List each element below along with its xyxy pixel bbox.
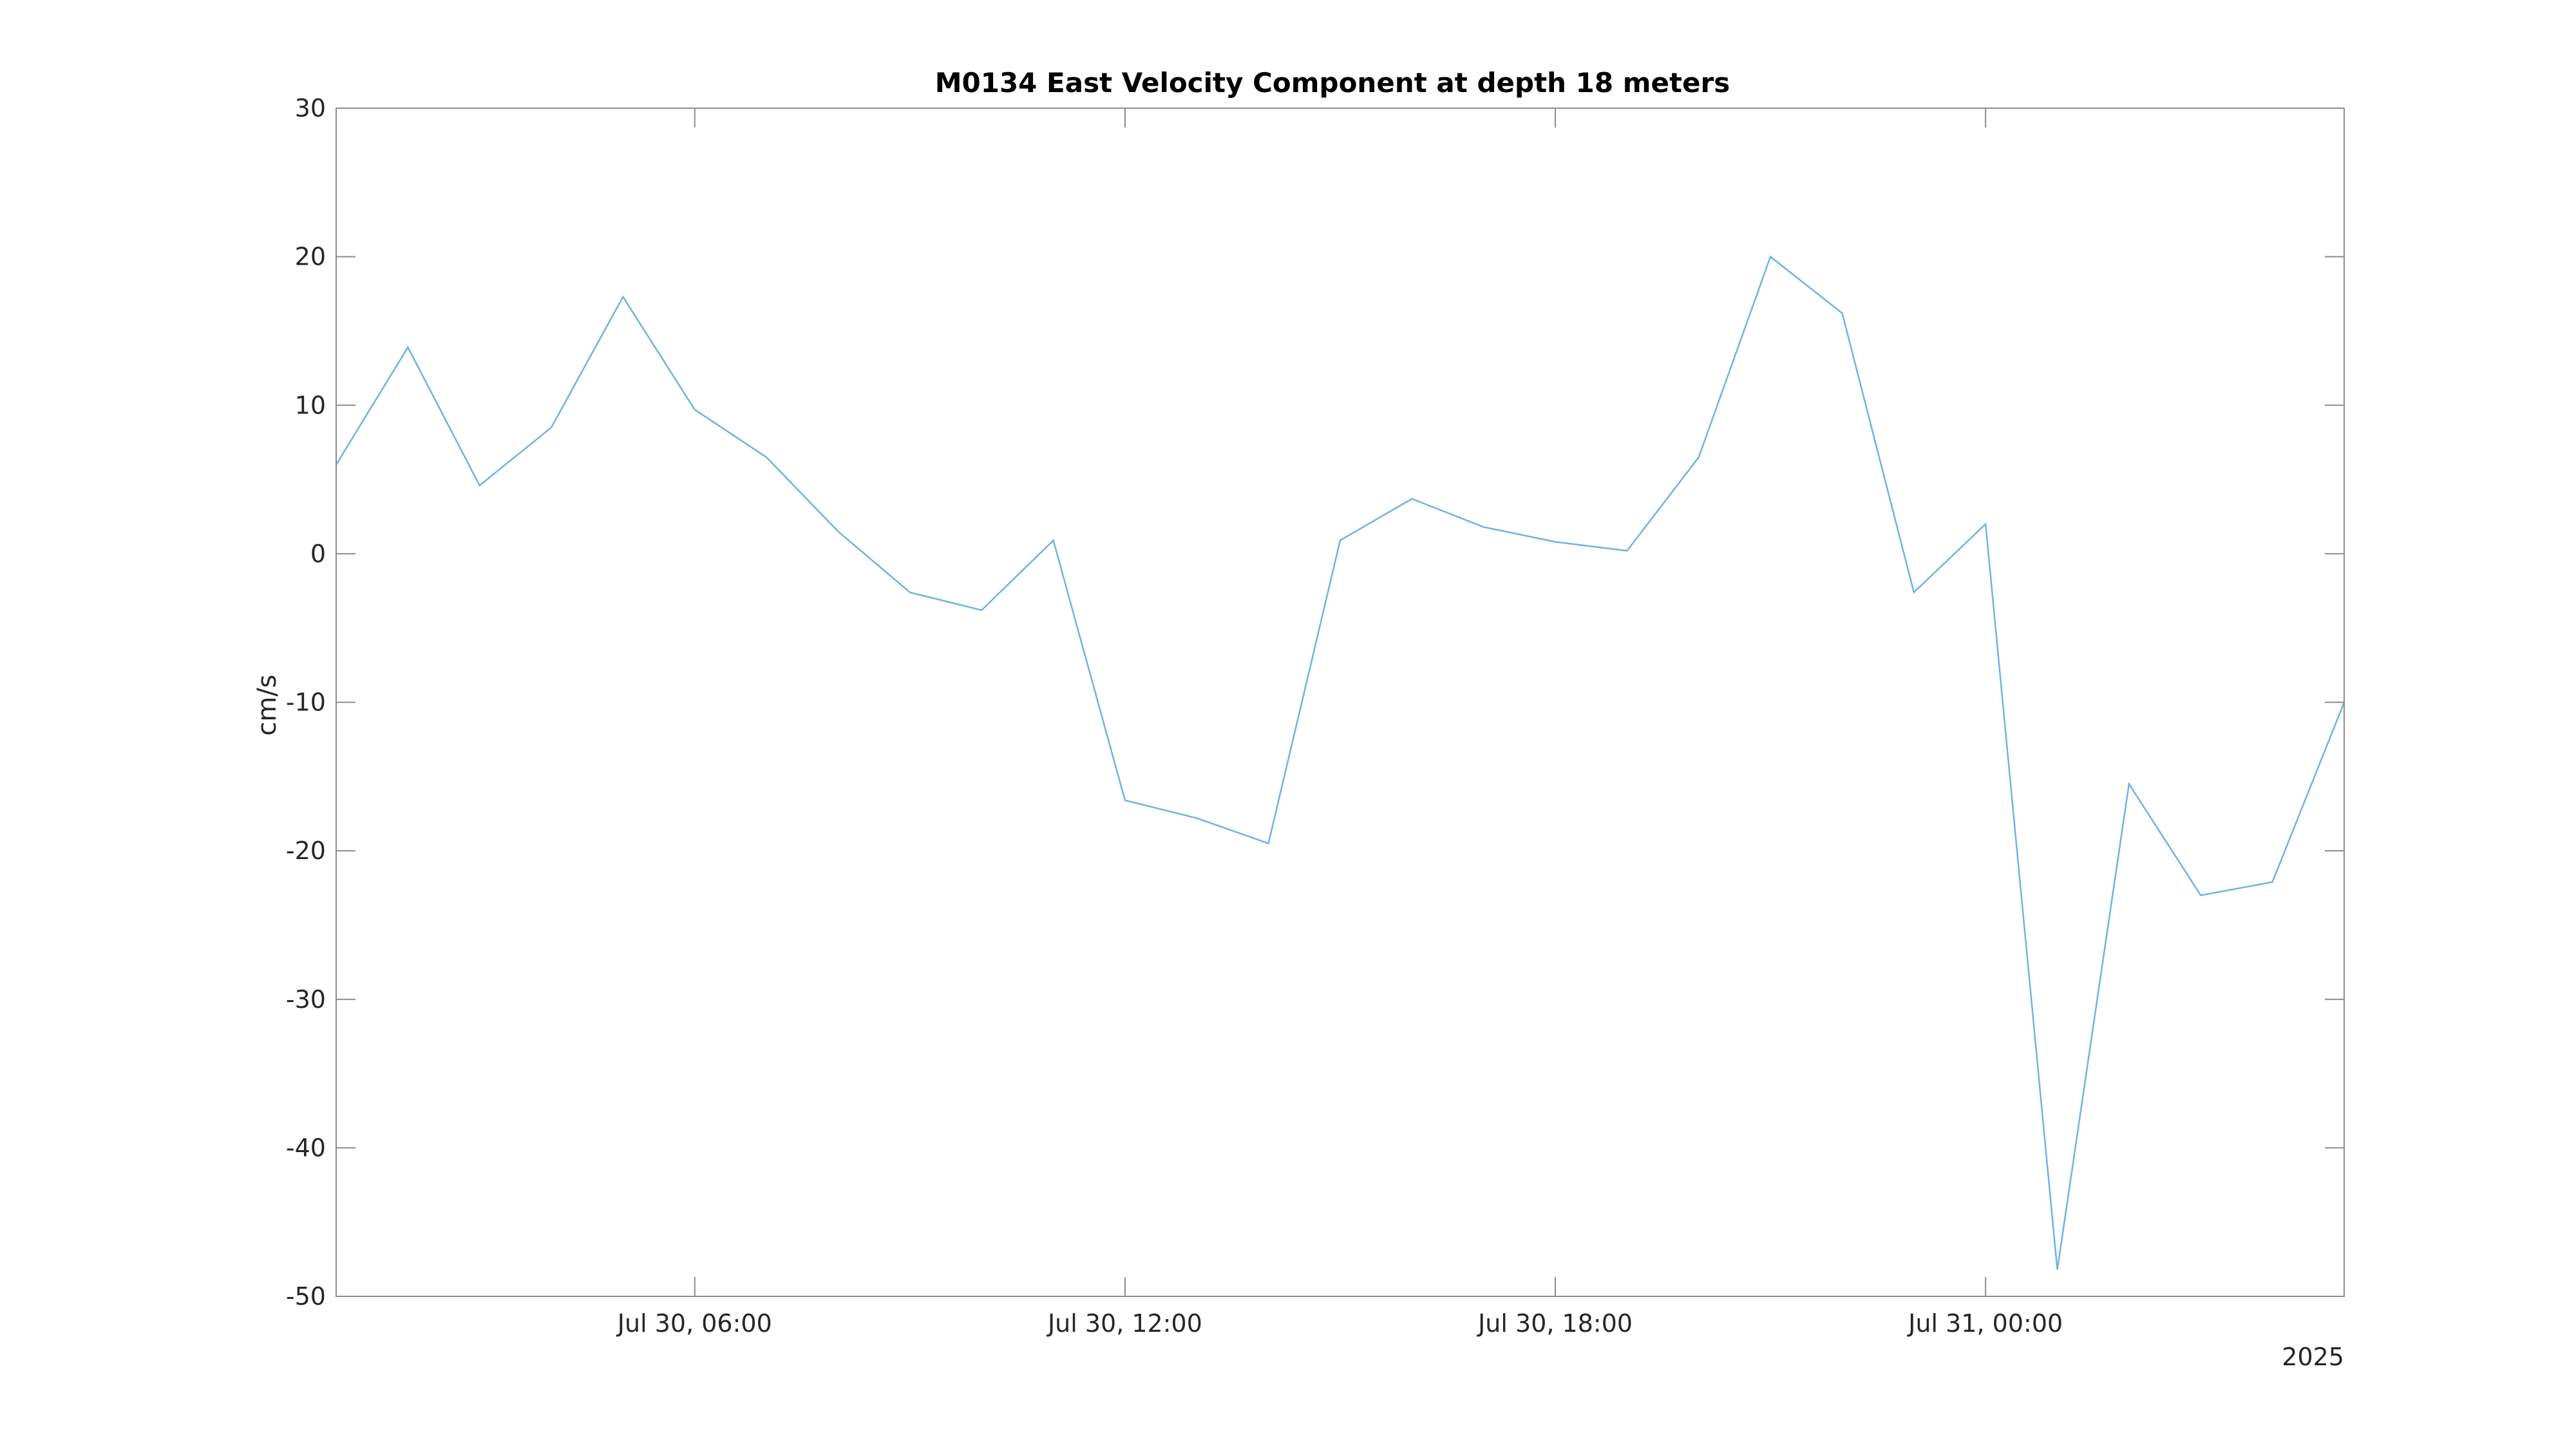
plot-frame	[336, 108, 2345, 1297]
y-tick-label: 30	[295, 94, 326, 122]
x-secondary-label: 2025	[2282, 1343, 2344, 1371]
y-tick-label: -20	[286, 837, 326, 865]
x-tick-label: Jul 31, 00:00	[1907, 1309, 2063, 1338]
y-tick-label: 10	[295, 391, 326, 419]
chart-title: M0134 East Velocity Component at depth 1…	[935, 67, 1730, 99]
y-tick-label: -40	[286, 1133, 326, 1162]
x-tick-label: Jul 30, 18:00	[1477, 1309, 1633, 1338]
series-layer	[335, 255, 2345, 1270]
y-tick-label: -30	[286, 985, 326, 1014]
x-tick-label: Jul 30, 06:00	[616, 1309, 772, 1338]
ticks-layer: 30 20 10 0 -10 -20 -30 -40 -50 Jul 30, 06:00 Jul 3…	[286, 94, 2344, 1338]
y-axis-label: cm/s	[252, 674, 282, 735]
y-tick-label: 0	[310, 540, 326, 568]
y-tick-label: -50	[286, 1282, 326, 1311]
series-line	[335, 255, 2345, 1270]
x-tick-label: Jul 30, 12:00	[1046, 1309, 1202, 1338]
y-tick-label: 20	[295, 243, 326, 271]
y-tick-label: -10	[286, 688, 326, 717]
